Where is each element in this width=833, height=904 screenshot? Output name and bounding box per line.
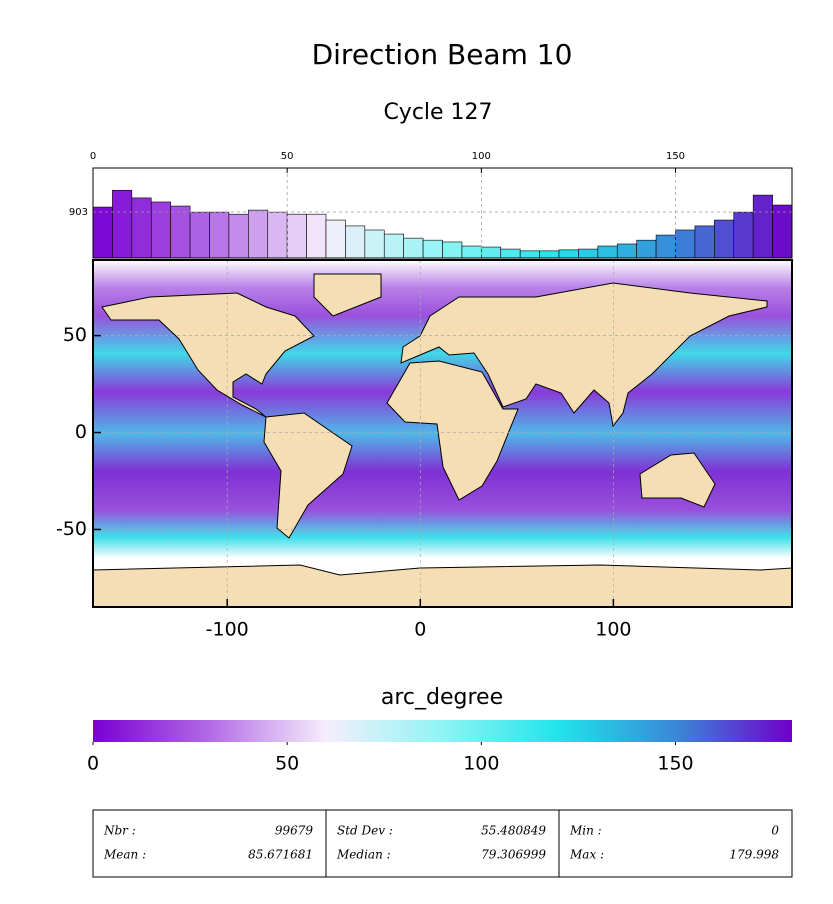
x-tick-label: 0	[90, 151, 96, 162]
hist-bar	[675, 229, 696, 259]
x-tick-label: 150	[666, 151, 685, 162]
hist-bar	[209, 211, 230, 259]
antarctica	[92, 564, 793, 608]
stat-value: 85.671681	[248, 848, 313, 862]
stat-value: 55.480849	[481, 824, 546, 838]
hist-bar	[772, 204, 793, 259]
hist-bar	[403, 237, 424, 259]
stat-value: 0	[771, 824, 779, 838]
hist-bar	[597, 245, 618, 259]
stat-label: Mean :	[103, 848, 146, 862]
hist-bar	[150, 201, 171, 259]
x-tick-label: 150	[657, 753, 693, 775]
hist-bar	[325, 219, 346, 259]
title: Direction Beam 10	[312, 38, 573, 71]
hist-bar	[733, 211, 754, 259]
y-tick-label: 50	[63, 324, 87, 346]
hist-bar	[345, 225, 366, 259]
hist-bar	[752, 194, 773, 259]
hist-bar	[442, 241, 463, 259]
x-tick-label: 50	[275, 753, 299, 775]
hist-bar	[92, 206, 113, 259]
hist-bar	[616, 243, 637, 259]
stat-value: 99679	[275, 824, 314, 838]
hist-bar	[578, 248, 599, 259]
x-tick-label: 100	[595, 619, 631, 641]
hist-bar	[422, 239, 443, 259]
stat-label: Max :	[569, 848, 604, 862]
south-america	[263, 412, 353, 539]
stat-value: 79.306999	[481, 848, 546, 862]
hist-bar	[383, 233, 404, 259]
y-tick-label: -50	[56, 518, 87, 540]
x-tick-label: 50	[281, 151, 294, 162]
hist-bar	[519, 250, 540, 259]
australia	[639, 452, 716, 508]
hist-bar	[228, 213, 249, 259]
x-tick-label: -100	[206, 619, 249, 641]
hist-bar	[694, 225, 715, 259]
hist-bar	[500, 248, 521, 259]
stats-frame	[92, 809, 793, 878]
hist-bar	[189, 211, 210, 259]
stat-label: Nbr :	[103, 824, 136, 838]
hist-bar	[539, 250, 560, 259]
hist-bar	[267, 211, 288, 259]
greenland	[313, 273, 382, 317]
land	[92, 273, 793, 608]
hist-bar	[461, 245, 482, 259]
x-tick-label: 100	[463, 753, 499, 775]
y-tick-label: 0	[75, 421, 87, 443]
stat-value: 179.998	[729, 848, 779, 862]
colorbar: 0 50 100 150	[87, 720, 792, 775]
stat-label: Min :	[569, 824, 602, 838]
hist-bar	[655, 234, 676, 259]
colorbar-bar	[93, 720, 792, 742]
x-tick-label: 0	[87, 753, 99, 775]
x-tick-label: 100	[472, 151, 491, 162]
north-america	[101, 292, 315, 418]
hist-bar	[481, 246, 502, 259]
subtitle: Cycle 127	[383, 100, 492, 125]
hist-bar	[131, 197, 152, 259]
hist-bar	[714, 219, 735, 259]
africa	[386, 360, 519, 501]
hist-bar	[364, 229, 385, 259]
x-tick-label: 0	[414, 619, 426, 641]
map-frame	[92, 259, 793, 608]
map: -100 0 100 -50 0 50	[56, 259, 793, 641]
hist-bar	[558, 249, 579, 259]
histogram: 0 50 100 150 903	[69, 151, 793, 259]
stat-label: Median :	[336, 848, 391, 862]
hist-bar	[112, 189, 133, 259]
hist-bar	[306, 213, 327, 259]
hist-frame	[92, 167, 793, 259]
stat-label: Std Dev :	[337, 824, 393, 838]
y-tick-label: 903	[69, 207, 88, 218]
hist-bar	[248, 209, 269, 259]
eurasia	[400, 282, 768, 428]
hist-bar	[286, 213, 307, 259]
hist-bar	[170, 205, 191, 259]
stats-table: Nbr : 99679 Mean : 85.671681 Std Dev : 55.480…	[92, 809, 793, 878]
hist-bar	[636, 239, 657, 259]
colorbar-title: arc_degree	[381, 685, 503, 710]
